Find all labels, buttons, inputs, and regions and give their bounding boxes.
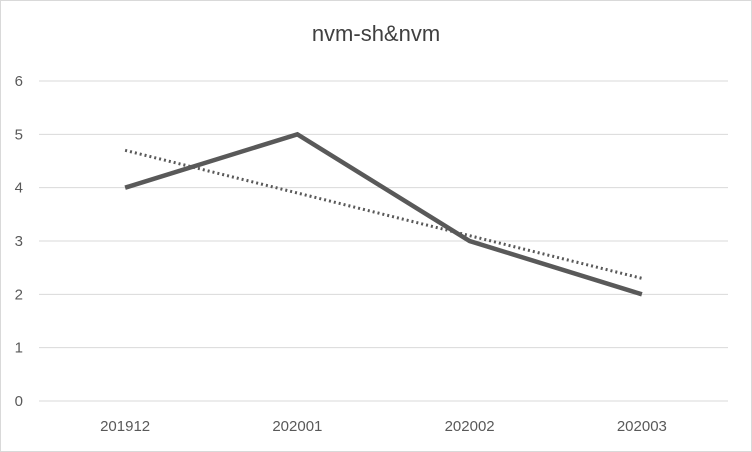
x-tick-label: 202002: [445, 418, 495, 435]
y-tick-label: 1: [15, 340, 23, 357]
x-tick-label: 201912: [100, 418, 150, 435]
x-tick-label: 202003: [617, 418, 667, 435]
y-tick-label: 3: [15, 233, 23, 250]
series-line: [124, 131, 643, 297]
x-tick-label: 202001: [272, 418, 322, 435]
y-tick-label: 4: [15, 180, 23, 197]
trendline: [124, 148, 643, 280]
y-tick-label: 6: [15, 73, 23, 90]
y-tick-label: 2: [15, 286, 23, 303]
y-tick-label: 0: [15, 393, 23, 410]
chart-title: nvm-sh&nvm: [311, 21, 441, 46]
y-tick-label: 5: [15, 126, 23, 143]
